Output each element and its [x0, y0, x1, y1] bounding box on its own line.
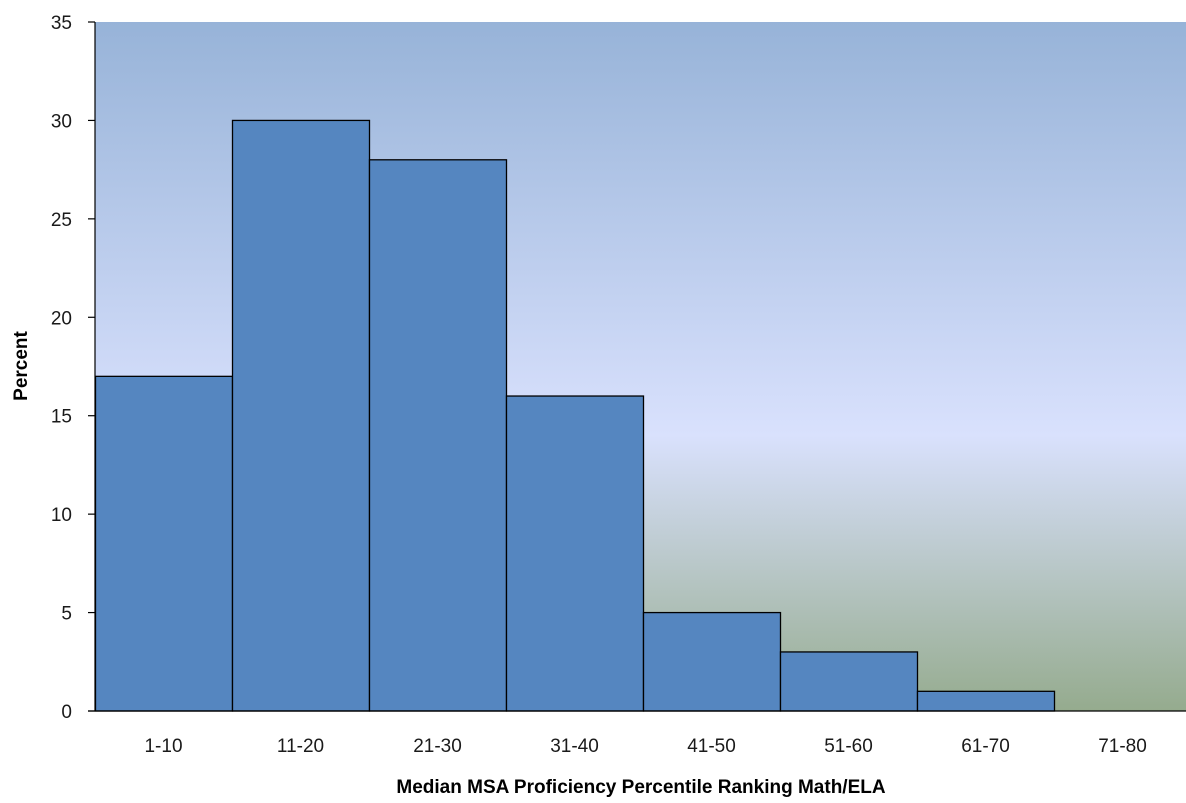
bar-61-70	[916, 690, 1056, 712]
bar-51-60	[779, 651, 919, 712]
y-axis-title: Percent	[11, 330, 32, 400]
y-tick-label: 20	[51, 308, 72, 329]
y-axis: 0 5 10 15 20 25 30 35	[51, 13, 96, 723]
bar-41-50	[642, 611, 782, 712]
x-tick-label: 41-50	[687, 736, 736, 757]
y-tick-label: 0	[61, 702, 72, 723]
x-tick-label: 21-30	[413, 736, 462, 757]
x-tick-label: 31-40	[550, 736, 599, 757]
y-tick-label: 15	[51, 407, 72, 428]
bar-31-40	[505, 395, 645, 712]
y-tick-label: 5	[61, 604, 72, 625]
y-tick-label: 10	[51, 505, 72, 526]
bars-group	[94, 119, 1056, 712]
bar-11-20	[231, 119, 371, 712]
x-axis: 1-10 11-20 21-30 31-40 41-50 51-60 61-70 71-80	[88, 710, 1186, 757]
x-tick-label: 1-10	[144, 736, 182, 757]
x-tick-label: 71-80	[1098, 736, 1147, 757]
x-axis-title: Median MSA Proficiency Percentile Rankin…	[396, 777, 885, 798]
x-tick-label: 51-60	[824, 736, 873, 757]
y-tick-label: 30	[51, 111, 72, 132]
bar-21-30	[368, 159, 508, 712]
y-tick-label: 25	[51, 210, 72, 231]
y-tick-label: 35	[51, 13, 72, 34]
bar-1-10	[94, 375, 234, 712]
x-tick-label: 61-70	[961, 736, 1010, 757]
x-tick-label: 11-20	[277, 736, 324, 757]
